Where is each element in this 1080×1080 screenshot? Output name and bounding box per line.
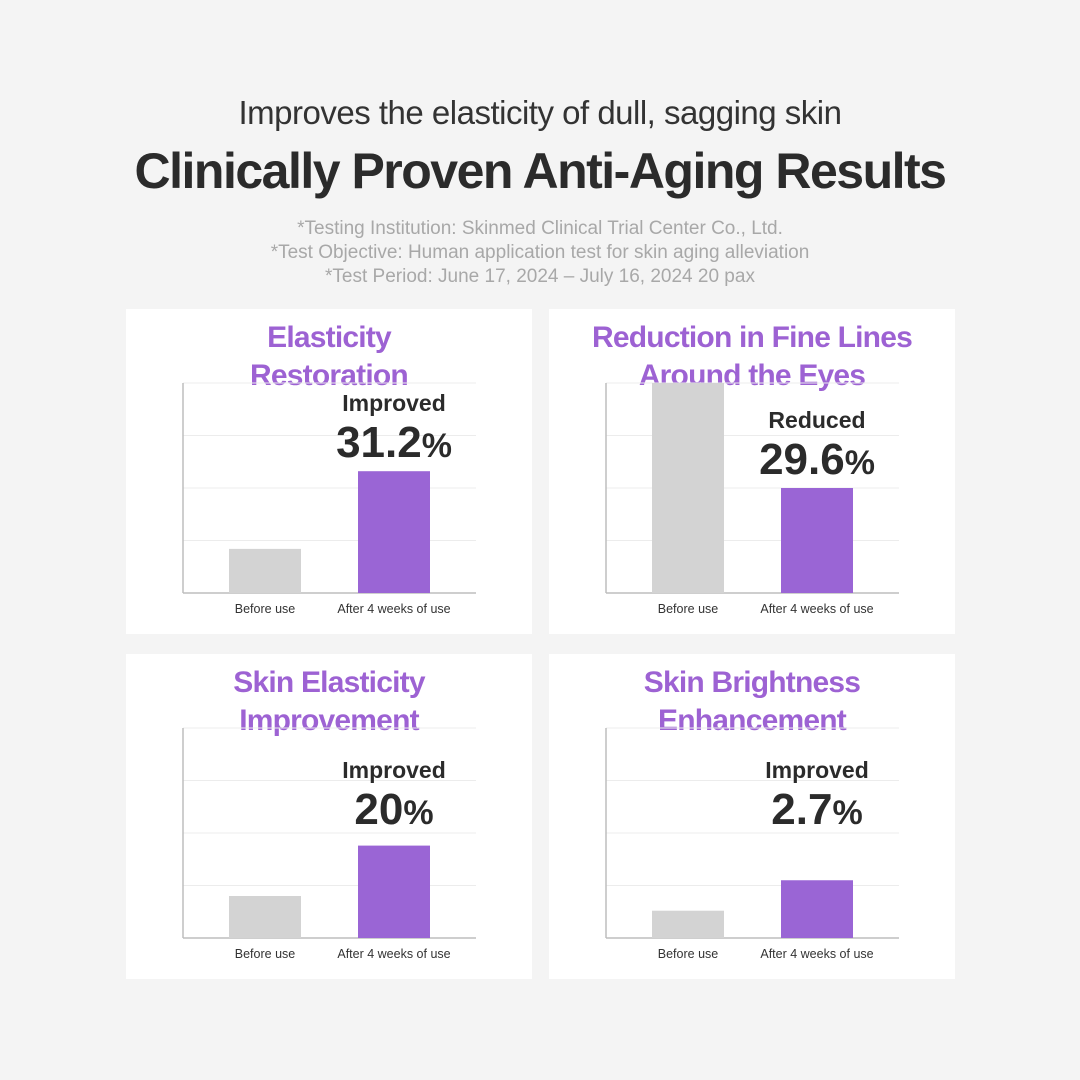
panel-title-line-1: Skin Brightness [643, 666, 861, 699]
annotation-number: 31.2 [336, 418, 422, 467]
bar-after-4-weeks [781, 488, 853, 593]
page-subtitle: Improves the elasticity of dull, sagging… [238, 94, 842, 131]
annotation-label: Reduced [768, 407, 865, 433]
annotation-label: Improved [342, 390, 446, 416]
annotation-value: 31.2% [336, 418, 452, 467]
annotation-value: 29.6% [759, 435, 875, 484]
panel-title-line-2: Improvement [239, 704, 419, 737]
annotation-label: Improved [765, 757, 869, 783]
panel-title: Skin Brightness Enhancement [549, 664, 955, 740]
annotation-unit: % [845, 444, 875, 482]
annotation-label: Improved [342, 757, 446, 783]
x-tick-label: Before use [235, 602, 296, 616]
x-tick-label: After 4 weeks of use [337, 947, 450, 961]
annotation-unit: % [403, 794, 433, 832]
chart-panel-brightness: Skin Brightness Enhancement Before use Af… [549, 654, 955, 979]
panel-title: Skin Elasticity Improvement [126, 664, 532, 740]
panel-title-line-1: Skin Elasticity [233, 666, 425, 699]
x-tick-label: After 4 weeks of use [760, 947, 873, 961]
annotation-number: 20 [354, 785, 403, 834]
annotation-value: 2.7% [771, 785, 862, 834]
annotation-unit: % [832, 794, 862, 832]
bar-chart: Before use After 4 weeks of use Improved31… [182, 382, 476, 616]
panel-title: Elasticity Restoration [126, 319, 532, 395]
bar-after-4-weeks [358, 845, 430, 938]
bar-before-use [652, 383, 724, 593]
note-objective: *Test Objective: Human application test … [270, 242, 810, 263]
annotation-number: 2.7 [771, 785, 832, 834]
bar-after-4-weeks [781, 880, 853, 938]
chart-panel-fine-lines: Reduction in Fine Lines Around the Eyes … [549, 309, 955, 634]
bar-before-use [229, 896, 301, 938]
note-institution: *Testing Institution: Skinmed Clinical T… [297, 218, 783, 239]
x-tick-label: Before use [658, 947, 719, 961]
panel-title-line-2: Enhancement [658, 704, 847, 737]
test-notes: *Testing Institution: Skinmed Clinical T… [0, 217, 1080, 289]
bar-chart: Before use After 4 weeks of use Improved20… [182, 727, 476, 961]
panel-title-line-1: Elasticity [267, 321, 392, 354]
bar-after-4-weeks [358, 471, 430, 593]
bar-before-use [652, 910, 724, 938]
panel-title-line-1: Reduction in Fine Lines [592, 321, 913, 354]
annotation-unit: % [422, 427, 452, 465]
x-tick-label: After 4 weeks of use [337, 602, 450, 616]
bar-before-use [229, 548, 301, 593]
note-period: *Test Period: June 17, 2024 – July 16, 2… [325, 266, 755, 287]
bar-chart: Before use After 4 weeks of use Improved2.… [605, 727, 899, 961]
page-title: Clinically Proven Anti-Aging Results [134, 143, 947, 199]
annotation-number: 29.6 [759, 435, 845, 484]
panel-title-line-2: Restoration [250, 359, 409, 392]
x-tick-label: Before use [235, 947, 296, 961]
chart-panel-skin-elasticity: Skin Elasticity Improvement Before use Af… [126, 654, 532, 979]
bar-chart: Before use After 4 weeks of use Reduced29.… [605, 382, 899, 616]
chart-panel-elasticity: Elasticity Restoration Before use After 4… [126, 309, 532, 634]
panel-title: Reduction in Fine Lines Around the Eyes [549, 319, 955, 395]
x-tick-label: Before use [658, 602, 719, 616]
x-tick-label: After 4 weeks of use [760, 602, 873, 616]
annotation-value: 20% [354, 785, 433, 834]
